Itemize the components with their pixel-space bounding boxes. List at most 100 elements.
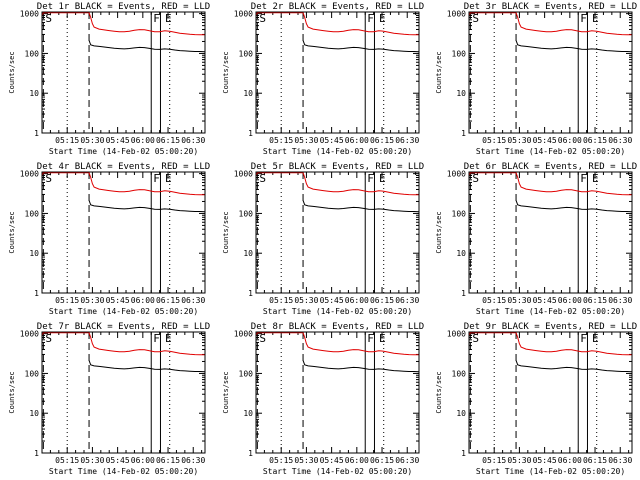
y-tick-label: 100: [239, 49, 254, 58]
x-axis-label: Start Time (14-Feb-02 05:00:20): [476, 467, 625, 476]
y-tick-label: 100: [25, 209, 40, 218]
x-tick-label: 05:45: [106, 136, 130, 145]
x-tick-label: 05:15: [55, 296, 79, 305]
x-tick-label: 06:00: [131, 296, 155, 305]
x-tick-label: 06:00: [558, 456, 582, 465]
marker-e-label: E: [592, 332, 599, 345]
x-tick-label: 06:00: [131, 456, 155, 465]
chart-title: Det 4r BLACK = Events, RED = LLD: [37, 162, 210, 172]
chart-panel: Det 6r BLACK = Events, RED = LLD Counts/s…: [435, 162, 637, 316]
chart-title: Det 5r BLACK = Events, RED = LLD: [251, 162, 424, 172]
x-tick-label: 06:00: [558, 136, 582, 145]
x-axis-label: Start Time (14-Feb-02 05:00:20): [49, 307, 198, 316]
lld-series-line: [255, 332, 420, 356]
y-axis-label: Counts/sec: [222, 371, 230, 413]
marker-f-label: F: [580, 172, 587, 185]
marker-e-label: E: [165, 172, 172, 185]
chart-title: Det 2r BLACK = Events, RED = LLD: [251, 2, 424, 12]
x-tick-label: 05:30: [507, 136, 531, 145]
y-tick-label: 100: [239, 209, 254, 218]
marker-e-label: E: [165, 332, 172, 345]
marker-f-label: F: [580, 12, 587, 25]
plot-frame: [255, 171, 420, 294]
marker-s-label: S: [45, 172, 52, 185]
x-axis-label: Start Time (14-Feb-02 05:00:20): [49, 467, 198, 476]
marker-f-label: F: [367, 332, 374, 345]
x-tick-label: 06:30: [181, 296, 205, 305]
y-tick-label: 10: [456, 409, 466, 418]
marker-s-label: S: [472, 172, 479, 185]
x-axis-label: Start Time (14-Feb-02 05:00:20): [263, 467, 412, 476]
x-axis-label: Start Time (14-Feb-02 05:00:20): [476, 147, 625, 156]
y-tick-label: 1000: [447, 10, 466, 19]
events-series-line: [302, 40, 420, 53]
chart-panel: Det 2r BLACK = Events, RED = LLD Counts/s…: [222, 2, 424, 156]
chart-panel: Det 8r BLACK = Events, RED = LLD Counts/s…: [222, 322, 424, 476]
x-tick-label: 06:30: [181, 456, 205, 465]
marker-e-label: E: [379, 172, 386, 185]
x-tick-label: 06:30: [395, 456, 419, 465]
chart-title: Det 6r BLACK = Events, RED = LLD: [464, 162, 637, 172]
marker-s-label: S: [45, 12, 52, 25]
y-tick-label: 1: [34, 289, 39, 298]
x-tick-label: 06:30: [608, 456, 632, 465]
x-tick-label: 06:15: [156, 456, 180, 465]
x-tick-label: 05:15: [482, 456, 506, 465]
x-tick-label: 05:15: [482, 136, 506, 145]
x-tick-label: 05:15: [269, 136, 293, 145]
x-tick-label: 05:45: [320, 456, 344, 465]
y-axis-label: Counts/sec: [435, 211, 443, 253]
x-tick-label: 06:30: [608, 136, 632, 145]
y-tick-label: 1000: [447, 330, 466, 339]
y-axis-label: Counts/sec: [222, 211, 230, 253]
events-series-line: [515, 200, 633, 213]
marker-s-label: S: [472, 332, 479, 345]
y-tick-label: 10: [456, 249, 466, 258]
x-tick-label: 06:15: [156, 296, 180, 305]
marker-e-label: E: [165, 12, 172, 25]
plot-frame: [255, 11, 420, 134]
events-series-line: [302, 360, 420, 373]
marker-s-label: S: [259, 332, 266, 345]
y-tick-label: 1: [248, 289, 253, 298]
y-tick-label: 10: [243, 249, 253, 258]
events-series-line: [515, 360, 633, 373]
marker-s-label: S: [259, 12, 266, 25]
events-series-line: [88, 200, 206, 213]
y-axis-label: Counts/sec: [8, 371, 16, 413]
x-tick-label: 05:15: [55, 136, 79, 145]
marker-e-label: E: [379, 12, 386, 25]
events-series-line: [302, 200, 420, 213]
x-tick-label: 05:45: [533, 296, 557, 305]
marker-s-label: S: [259, 172, 266, 185]
chart-panel: Det 4r BLACK = Events, RED = LLD Counts/s…: [8, 162, 210, 316]
x-tick-label: 05:45: [533, 456, 557, 465]
y-tick-label: 1000: [20, 330, 39, 339]
y-tick-label: 1: [461, 129, 466, 138]
x-tick-label: 05:45: [320, 296, 344, 305]
x-tick-label: 06:00: [131, 136, 155, 145]
x-tick-label: 05:15: [482, 296, 506, 305]
marker-s-label: S: [472, 12, 479, 25]
marker-f-label: F: [153, 172, 160, 185]
x-tick-label: 06:30: [395, 296, 419, 305]
marker-f-label: F: [153, 12, 160, 25]
x-tick-label: 06:15: [583, 136, 607, 145]
x-tick-label: 05:30: [80, 456, 104, 465]
chart-title: Det 8r BLACK = Events, RED = LLD: [251, 322, 424, 332]
y-tick-label: 10: [29, 249, 39, 258]
lld-series-line: [468, 172, 633, 196]
y-tick-label: 1000: [234, 10, 253, 19]
x-tick-label: 06:15: [583, 296, 607, 305]
x-tick-label: 06:00: [345, 456, 369, 465]
x-tick-label: 06:30: [608, 296, 632, 305]
marker-f-label: F: [367, 172, 374, 185]
plot-frame: [468, 171, 633, 294]
y-axis-label: Counts/sec: [435, 371, 443, 413]
chart-panel: Det 3r BLACK = Events, RED = LLD Counts/s…: [435, 2, 637, 156]
plot-frame: [41, 331, 206, 454]
x-tick-label: 05:15: [269, 296, 293, 305]
marker-f-label: F: [367, 12, 374, 25]
x-tick-label: 06:15: [583, 456, 607, 465]
